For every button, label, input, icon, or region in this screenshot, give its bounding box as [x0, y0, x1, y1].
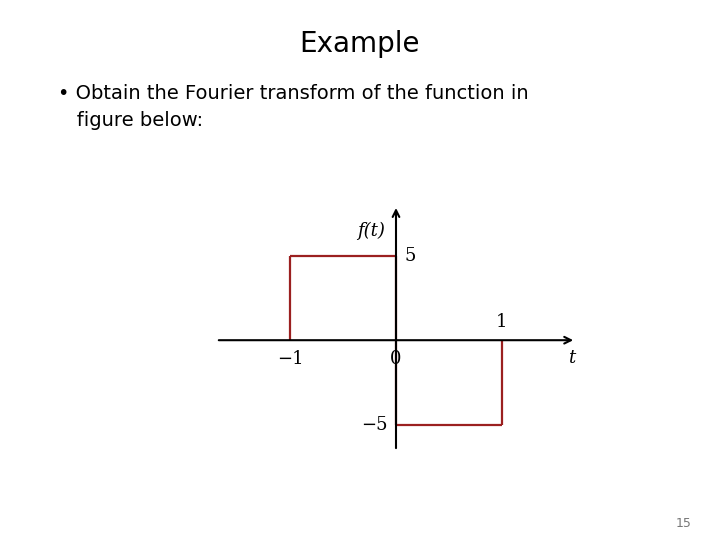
Text: 1: 1: [496, 313, 508, 331]
Text: 0: 0: [390, 350, 402, 368]
Text: Example: Example: [300, 30, 420, 58]
Text: −5: −5: [361, 416, 387, 434]
Text: f(t): f(t): [358, 221, 385, 240]
Text: −1: −1: [276, 350, 303, 368]
Text: 5: 5: [405, 247, 416, 265]
Text: • Obtain the Fourier transform of the function in: • Obtain the Fourier transform of the fu…: [58, 84, 528, 103]
Text: t: t: [568, 349, 575, 368]
Text: figure below:: figure below:: [58, 111, 203, 130]
Text: 15: 15: [675, 517, 691, 530]
